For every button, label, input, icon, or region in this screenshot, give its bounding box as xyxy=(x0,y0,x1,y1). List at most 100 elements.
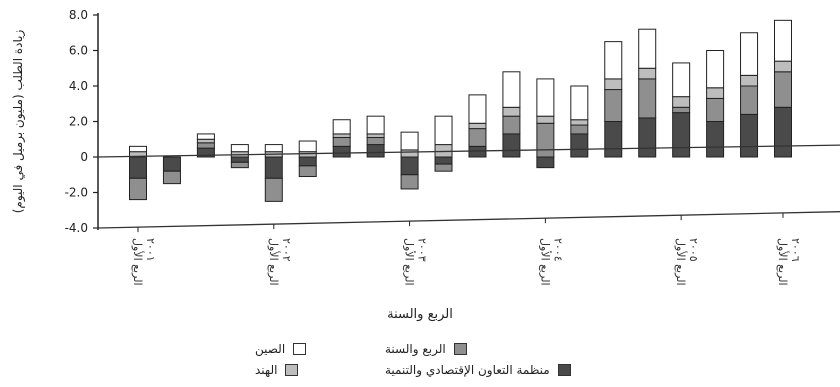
bar-5-rest xyxy=(298,165,317,178)
x-axis-line xyxy=(97,211,840,229)
y-tick-label-0: 8.0 xyxy=(69,8,88,22)
bar-13-rest xyxy=(570,124,589,135)
bar-6-rest xyxy=(332,136,351,147)
legend-label-oecd: منظمة التعاون الإقتصادي والتنمية xyxy=(385,363,550,377)
y-axis-title: زيادة الطلب (مليون برميل في اليوم) xyxy=(11,30,26,214)
bar-6-oecd xyxy=(332,145,351,158)
bar-12-india xyxy=(536,115,555,124)
bar-15-india xyxy=(638,67,657,80)
bar-13-india xyxy=(570,119,589,126)
legend-swatch-china xyxy=(293,343,307,355)
bar-6-india xyxy=(332,133,351,138)
bar-14-rest xyxy=(604,89,623,123)
x-category-quarter-0: الربع الأول xyxy=(131,238,145,286)
bar-4-rest xyxy=(264,177,283,202)
bar-6-china xyxy=(332,119,351,135)
bar-10-china xyxy=(468,94,487,124)
x-category-year-3: ٢٠٠٤ xyxy=(551,238,564,262)
bar-16-oecd xyxy=(672,112,691,158)
bar-17-china xyxy=(706,50,725,89)
y-tick-label-5: -2.0 xyxy=(65,186,88,200)
y-tick-label-1: 6.0 xyxy=(69,44,88,58)
bar-0-rest xyxy=(129,177,147,201)
bar-11-india xyxy=(502,106,521,117)
bar-14-oecd xyxy=(604,121,623,158)
bar-14-china xyxy=(604,41,623,80)
x-category-3: الربع الأول ٢٠٠٤ xyxy=(538,238,564,286)
legend-item-china: الصين xyxy=(255,342,307,356)
x-category-2: الربع الأول ٢٠٠٣ xyxy=(403,238,429,286)
bar-15-oecd xyxy=(638,117,657,158)
bar-14-india xyxy=(604,78,623,91)
bar-15-china xyxy=(638,28,657,69)
x-category-4: الربع الأول ٢٠٠٥ xyxy=(674,238,700,286)
bar-11-rest xyxy=(502,115,521,135)
bar-10-india xyxy=(468,122,487,130)
bar-0-oecd xyxy=(129,156,147,179)
bar-16-china xyxy=(672,62,691,98)
x-category-year-2: ٢٠٠٣ xyxy=(416,238,429,262)
bar-13-oecd xyxy=(570,133,589,158)
zero-baseline xyxy=(97,144,840,158)
axes-layer xyxy=(93,13,840,233)
bar-12-oecd xyxy=(536,156,555,169)
legend: الصين الهند الربع والسنة منظمة التعاون ا… xyxy=(255,338,695,384)
bar-18-oecd xyxy=(740,113,759,158)
bar-0-china xyxy=(129,145,147,153)
bar-9-oecd xyxy=(434,156,453,165)
legend-label-china: الصين xyxy=(255,342,286,356)
x-category-year-1: ٢٠٠٢ xyxy=(280,238,293,262)
bar-2-rest xyxy=(196,142,215,149)
legend-item-oecd: منظمة التعاون الإقتصادي والتنمية xyxy=(385,363,571,377)
bar-2-india xyxy=(196,138,215,144)
legend-label-india: الهند xyxy=(255,363,278,377)
bar-10-rest xyxy=(468,128,487,147)
bar-18-rest xyxy=(740,85,759,115)
legend-item-india: الهند xyxy=(255,363,299,377)
x-category-5: الربع الأول ٢٠٠٦ xyxy=(776,238,802,286)
bar-13-china xyxy=(570,85,589,121)
bar-10-oecd xyxy=(468,145,487,158)
bar-4-oecd xyxy=(264,156,283,179)
bar-12-china xyxy=(536,78,555,117)
x-category-quarter-1: الربع الأول xyxy=(267,238,281,286)
bar-3-rest xyxy=(230,161,249,169)
bar-7-india xyxy=(366,133,385,138)
x-category-year-0: ٢٠٠١ xyxy=(144,238,157,262)
bar-12-rest xyxy=(536,122,555,158)
y-tick-label-2: 4.0 xyxy=(69,79,88,93)
bar-3-oecd xyxy=(230,156,249,163)
bar-7-oecd xyxy=(366,144,385,158)
x-category-1: الربع الأول ٢٠٠٢ xyxy=(267,238,293,286)
bar-18-china xyxy=(740,32,759,76)
bar-11-china xyxy=(502,71,521,108)
bar-11-oecd xyxy=(502,133,521,158)
legend-item-rest: الربع والسنة xyxy=(385,342,467,356)
bar-3-china xyxy=(230,144,249,153)
bar-19-india xyxy=(774,60,792,73)
bars-layer xyxy=(129,19,792,202)
x-category-0: الربع الأول ٢٠٠١ xyxy=(131,238,157,286)
bar-8-oecd xyxy=(400,156,419,176)
y-tick-label-3: 2.0 xyxy=(69,115,88,129)
bar-5-oecd xyxy=(298,156,317,167)
bar-5-china xyxy=(298,140,317,153)
bar-17-oecd xyxy=(706,121,725,158)
y-tick-label-6: -4.0 xyxy=(65,221,88,235)
bar-15-rest xyxy=(638,78,657,119)
bar-1-rest xyxy=(162,170,181,185)
bar-19-oecd xyxy=(774,106,792,158)
x-category-quarter-2: الربع الأول xyxy=(403,238,417,286)
bar-9-rest xyxy=(434,163,453,172)
x-category-quarter-3: الربع الأول xyxy=(538,238,552,286)
legend-swatch-oecd xyxy=(557,364,571,376)
legend-label-rest: الربع والسنة xyxy=(385,342,446,356)
bar-7-rest xyxy=(366,136,385,146)
bar-4-china xyxy=(264,144,283,153)
labels-layer: 8.0 6.0 4.0 2.0 0 -2.0 -4.0 زيادة الطلب (مليون … xyxy=(11,8,802,322)
bar-19-rest xyxy=(774,71,792,108)
bar-2-china xyxy=(196,133,215,140)
y-tick-label-4: 0 xyxy=(80,150,88,164)
bar-16-india xyxy=(672,96,691,108)
x-category-year-4: ٢٠٠٥ xyxy=(687,238,700,262)
